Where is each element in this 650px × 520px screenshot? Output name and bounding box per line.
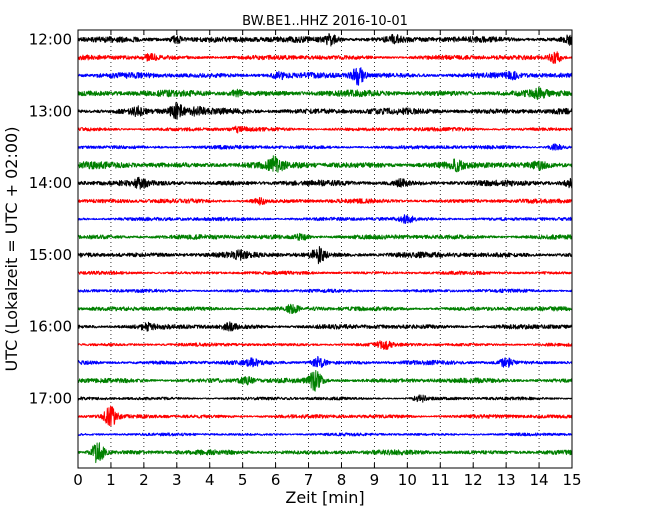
y-tick-label: 14:00 xyxy=(29,174,72,192)
y-axis-title: UTC (Lokalzeit = UTC + 02:00) xyxy=(2,127,21,372)
x-tick-label: 4 xyxy=(205,471,215,489)
trace-1445 xyxy=(77,232,573,241)
x-tick-label: 9 xyxy=(370,471,380,489)
tick-layer: 0 1 2 3 4 5 6 7 8 9 10 11 12 13 14 1512:0013:0014:0015:… xyxy=(29,30,582,489)
trace-layer xyxy=(77,33,573,464)
trace-1300 xyxy=(77,101,573,120)
y-tick-label: 13:00 xyxy=(29,102,72,120)
trace-1200 xyxy=(77,33,573,47)
trace-1715 xyxy=(77,405,573,427)
x-tick-label: 3 xyxy=(172,471,182,489)
x-tick-label: 11 xyxy=(431,471,450,489)
x-tick-label: 5 xyxy=(238,471,248,489)
trace-1730 xyxy=(77,432,573,437)
x-tick-label: 12 xyxy=(464,471,483,489)
x-tick-label: 0 xyxy=(73,471,83,489)
y-tick-label: 16:00 xyxy=(29,318,72,336)
trace-1615 xyxy=(77,340,573,350)
x-tick-label: 8 xyxy=(337,471,347,489)
x-axis-title: Zeit [min] xyxy=(285,488,364,507)
trace-1345 xyxy=(77,155,573,173)
x-tick-label: 10 xyxy=(398,471,417,489)
y-tick-label: 12:00 xyxy=(29,31,72,49)
trace-1415 xyxy=(77,196,573,206)
x-tick-label: 15 xyxy=(562,471,581,489)
chart-title: BW.BE1..HHZ 2016-10-01 xyxy=(242,14,408,29)
x-tick-label: 1 xyxy=(106,471,116,489)
x-tick-label: 13 xyxy=(497,471,516,489)
trace-1330 xyxy=(77,143,573,151)
trace-1430 xyxy=(77,214,573,224)
trace-1245 xyxy=(77,86,573,100)
trace-1500 xyxy=(77,246,573,265)
trace-1600 xyxy=(77,321,573,332)
trace-1515 xyxy=(77,270,573,276)
trace-1745 xyxy=(77,442,573,464)
x-tick-label: 2 xyxy=(139,471,149,489)
trace-1630 xyxy=(77,356,573,368)
y-tick-label: 15:00 xyxy=(29,246,72,264)
trace-1545 xyxy=(77,303,573,315)
trace-1700 xyxy=(77,394,573,403)
x-tick-label: 6 xyxy=(271,471,281,489)
trace-1215 xyxy=(77,51,573,64)
x-tick-label: 14 xyxy=(530,471,549,489)
trace-1530 xyxy=(77,288,573,294)
y-tick-label: 17:00 xyxy=(29,390,72,408)
x-tick-label: 7 xyxy=(304,471,314,489)
trace-1400 xyxy=(77,176,573,190)
plot-frame xyxy=(77,29,573,469)
trace-1230 xyxy=(77,67,573,86)
trace-1645 xyxy=(77,369,573,392)
trace-1315 xyxy=(77,125,573,134)
